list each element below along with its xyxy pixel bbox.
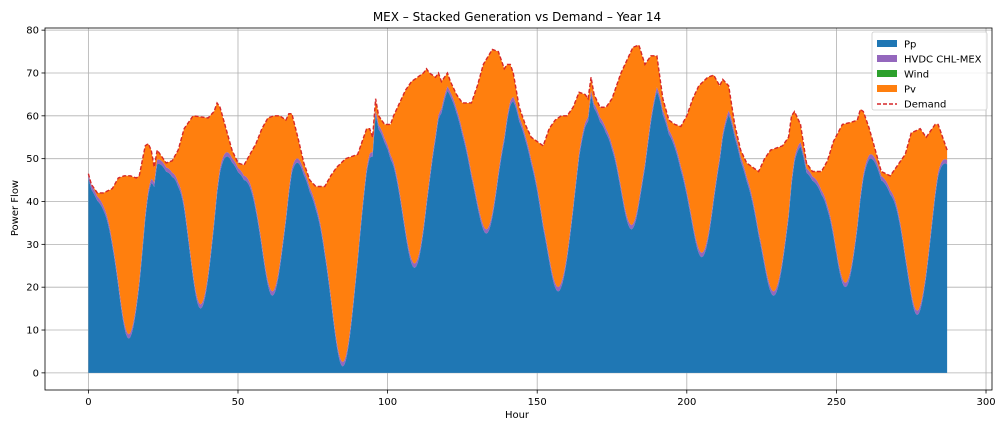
x-tick-label: 250 xyxy=(827,397,846,408)
legend-label-demand: Demand xyxy=(904,100,946,111)
legend-swatch-hvdc-chl-mex xyxy=(877,55,897,62)
x-tick-label: 0 xyxy=(85,397,91,408)
y-axis-label: Power Flow xyxy=(10,180,21,236)
y-tick-label: 0 xyxy=(33,368,39,379)
x-tick-label: 100 xyxy=(378,397,397,408)
legend-swatch-pv xyxy=(877,85,897,92)
legend-label-hvdc-chl-mex: HVDC CHL-MEX xyxy=(904,55,982,66)
y-tick-label: 10 xyxy=(26,326,39,337)
y-axis: 0 10 20 30 40 50 60 70 80 xyxy=(26,26,45,379)
x-axis: 0 50 100 150 200 250 300 xyxy=(85,390,996,408)
area-pv xyxy=(88,45,948,363)
x-tick-label: 50 xyxy=(232,397,245,408)
plot-area xyxy=(87,44,948,373)
x-tick-label: 200 xyxy=(677,397,696,408)
demand-line xyxy=(87,44,948,194)
legend-box xyxy=(871,31,988,111)
y-tick-label: 80 xyxy=(26,26,39,37)
y-tick-label: 30 xyxy=(26,240,39,251)
y-tick-label: 70 xyxy=(26,68,39,79)
legend-swatch-wind xyxy=(877,70,897,77)
legend: Pp HVDC CHL-MEX Wind Pv Demand xyxy=(871,31,988,111)
x-tick-label: 150 xyxy=(528,397,547,408)
x-tick-label: 300 xyxy=(976,397,995,408)
area-pp xyxy=(88,90,948,373)
legend-swatch-pp xyxy=(877,40,897,47)
y-tick-label: 60 xyxy=(26,111,39,122)
y-tick-label: 40 xyxy=(26,197,39,208)
plot-frame xyxy=(44,27,993,391)
legend-label-wind: Wind xyxy=(904,70,929,81)
x-axis-label: Hour xyxy=(505,410,530,421)
legend-label-pp: Pp xyxy=(904,40,916,51)
y-tick-label: 50 xyxy=(26,154,39,165)
legend-label-pv: Pv xyxy=(904,85,916,96)
chart-title: MEX – Stacked Generation vs Demand – Yea… xyxy=(373,10,661,24)
y-tick-label: 20 xyxy=(26,283,39,294)
